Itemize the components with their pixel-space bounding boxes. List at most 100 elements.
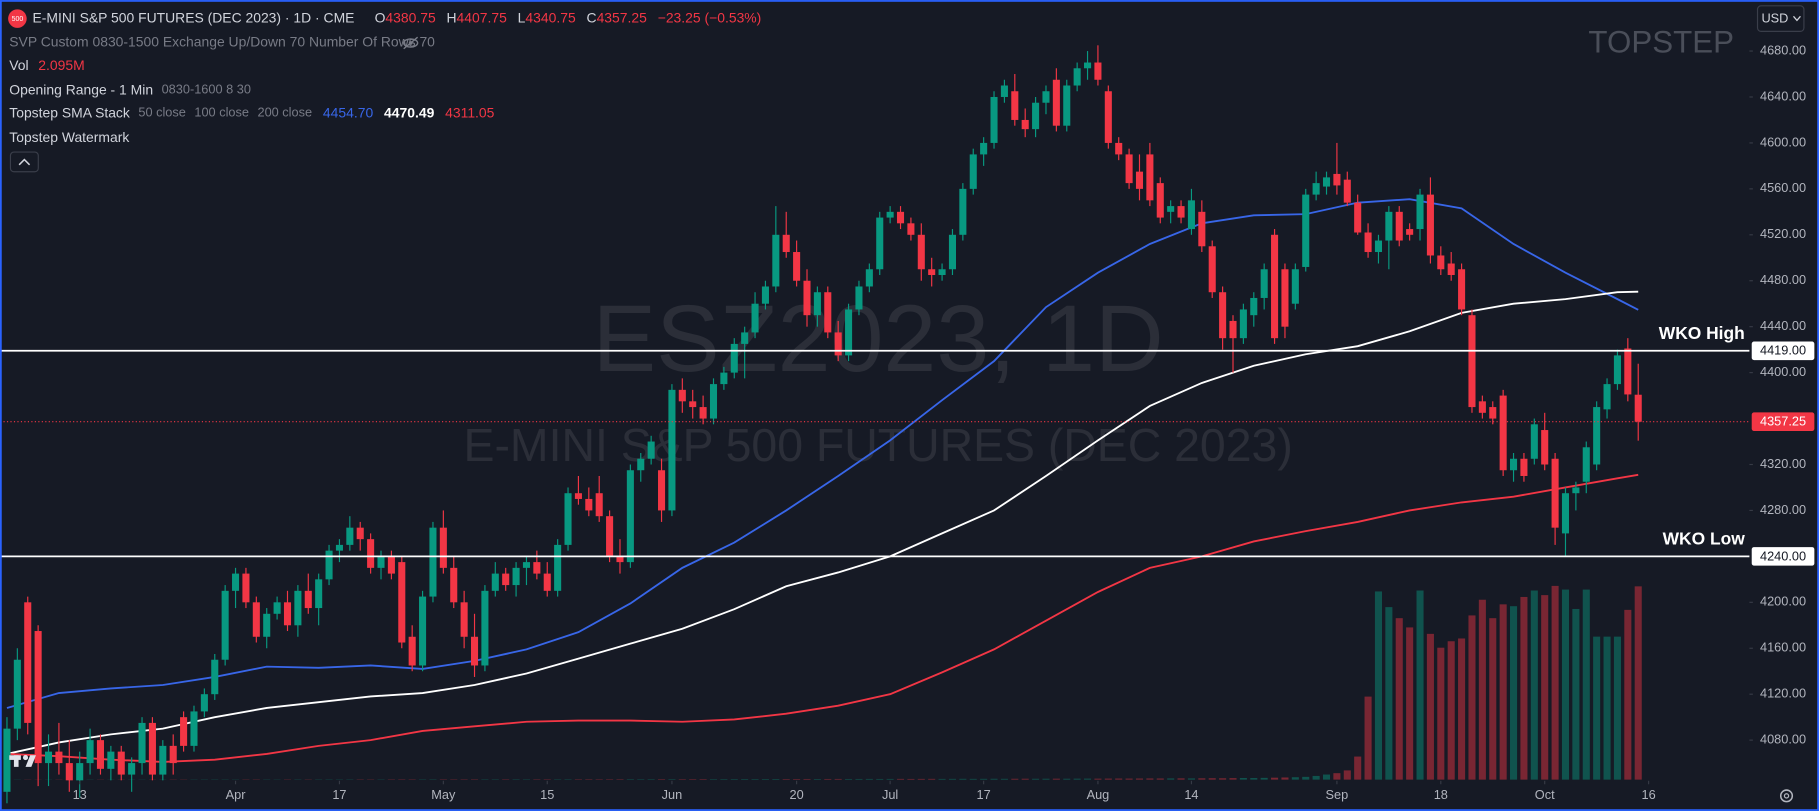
candle-body <box>886 211 894 218</box>
collapse-button[interactable] <box>9 151 39 173</box>
candle-body <box>699 407 707 419</box>
candle-body <box>1125 154 1133 184</box>
candle-body <box>1260 269 1268 298</box>
candle-body <box>1281 269 1289 327</box>
sma-line <box>6 198 1639 709</box>
settings-icon[interactable] <box>1779 789 1794 803</box>
candle-body <box>522 562 531 568</box>
y-tick-label: 4160.00 <box>1760 640 1806 655</box>
candle-body <box>1322 177 1331 187</box>
svp-indicator[interactable]: SVP Custom 0830-1500 Exchange Up/Down 70… <box>9 34 435 50</box>
sma-indicator[interactable]: Topstep SMA Stack 50 close 100 close 200… <box>9 104 494 120</box>
volume-bar <box>720 779 728 780</box>
y-tick-label: 4320.00 <box>1760 456 1806 471</box>
volume-bar <box>1322 774 1331 780</box>
candle-body <box>917 234 925 270</box>
volume-bar <box>959 778 967 780</box>
volume-bar <box>834 778 842 780</box>
ohlc-value: 4340.75 <box>525 9 576 25</box>
volume-bar <box>803 778 811 780</box>
volume-bar <box>1374 591 1382 780</box>
candle-body <box>346 527 354 545</box>
volume-bar <box>1312 775 1320 780</box>
candle-body <box>845 309 853 356</box>
opening-range-indicator[interactable]: Opening Range - 1 Min 0830-1600 8 30 <box>9 81 251 97</box>
candle-body <box>44 751 53 764</box>
candle-body <box>419 596 427 666</box>
candle-body <box>834 332 842 356</box>
candle-body <box>1156 183 1164 218</box>
candle-body <box>855 286 863 310</box>
candle-body <box>387 556 395 574</box>
candle-body <box>491 573 499 591</box>
volume-bar <box>782 779 790 780</box>
tv-logo[interactable] <box>9 755 36 767</box>
candle-body <box>585 498 593 511</box>
volume-bar <box>1167 778 1175 780</box>
candle-body <box>1302 194 1310 267</box>
candle-body <box>1541 430 1549 465</box>
volume-bar <box>1011 778 1019 780</box>
candle-body <box>1561 493 1570 534</box>
sma-line <box>6 473 1639 763</box>
x-tick-label: 15 <box>540 787 554 802</box>
candle-body <box>720 372 728 385</box>
candle-body <box>242 573 250 603</box>
candle-body <box>1374 240 1382 253</box>
candle-body <box>377 556 385 568</box>
currency-button[interactable]: USD <box>1756 5 1805 32</box>
candle-body <box>730 343 738 373</box>
indicator-name: Vol <box>9 57 28 73</box>
symbol-title[interactable]: E-MINI S&P 500 FUTURES (DEC 2023) · 1D ·… <box>32 9 354 25</box>
sma-line <box>6 290 1639 755</box>
indicator-name: Topstep SMA Stack <box>9 104 130 120</box>
level-label-bg <box>1751 547 1815 566</box>
candle-body <box>1343 179 1351 203</box>
volume-bar <box>1489 618 1497 780</box>
volume-bar <box>1260 777 1268 780</box>
hide-icon[interactable] <box>403 36 419 50</box>
legend-entry: 100 close <box>194 105 249 120</box>
vol-indicator[interactable]: Vol 2.095M <box>9 57 84 73</box>
level-label: 4419.00 <box>1760 343 1806 358</box>
candle-body <box>1416 194 1424 230</box>
candle-body <box>1167 206 1175 212</box>
candle-body <box>1468 315 1476 408</box>
candle-body <box>200 694 208 712</box>
volume-bar <box>1593 636 1601 780</box>
candle-body <box>948 234 957 270</box>
volume-bar <box>948 778 957 780</box>
y-tick-label: 4520.00 <box>1760 226 1806 241</box>
volume-bar <box>1021 778 1029 780</box>
candle-body <box>1406 229 1414 235</box>
brand-watermark: TOPSTEP <box>1588 24 1734 59</box>
volume-bar <box>876 778 884 780</box>
candle-body <box>1250 297 1258 316</box>
volume-bar <box>928 778 936 780</box>
candle-body <box>543 573 551 591</box>
change: −23.25 (−0.53%) <box>658 9 762 25</box>
level-name: WKO High <box>1659 323 1745 343</box>
volume-bar <box>668 779 676 780</box>
volume-bar <box>1624 609 1632 780</box>
y-tick-label: 4440.00 <box>1760 318 1806 333</box>
candle-body <box>481 590 489 666</box>
candle-body <box>1042 91 1050 103</box>
volume-bar <box>1364 696 1372 780</box>
x-tick-label: 18 <box>1434 787 1448 802</box>
x-tick-label: Sep <box>1326 787 1349 802</box>
candle-body <box>1094 62 1102 80</box>
volume-bar <box>1354 756 1362 780</box>
volume-bar <box>1406 627 1414 780</box>
watermark-indicator[interactable]: Topstep Watermark <box>9 129 129 145</box>
y-tick-label: 4200.00 <box>1760 594 1806 609</box>
candle-body <box>1364 232 1372 253</box>
candle-body <box>304 590 312 609</box>
volume-bar <box>824 778 832 780</box>
indicator-params: 0830-1600 8 30 <box>162 82 251 97</box>
candle-body <box>1634 394 1642 422</box>
volume-bar <box>1541 595 1549 780</box>
volume-bar <box>709 779 718 780</box>
candle-body <box>335 544 343 551</box>
